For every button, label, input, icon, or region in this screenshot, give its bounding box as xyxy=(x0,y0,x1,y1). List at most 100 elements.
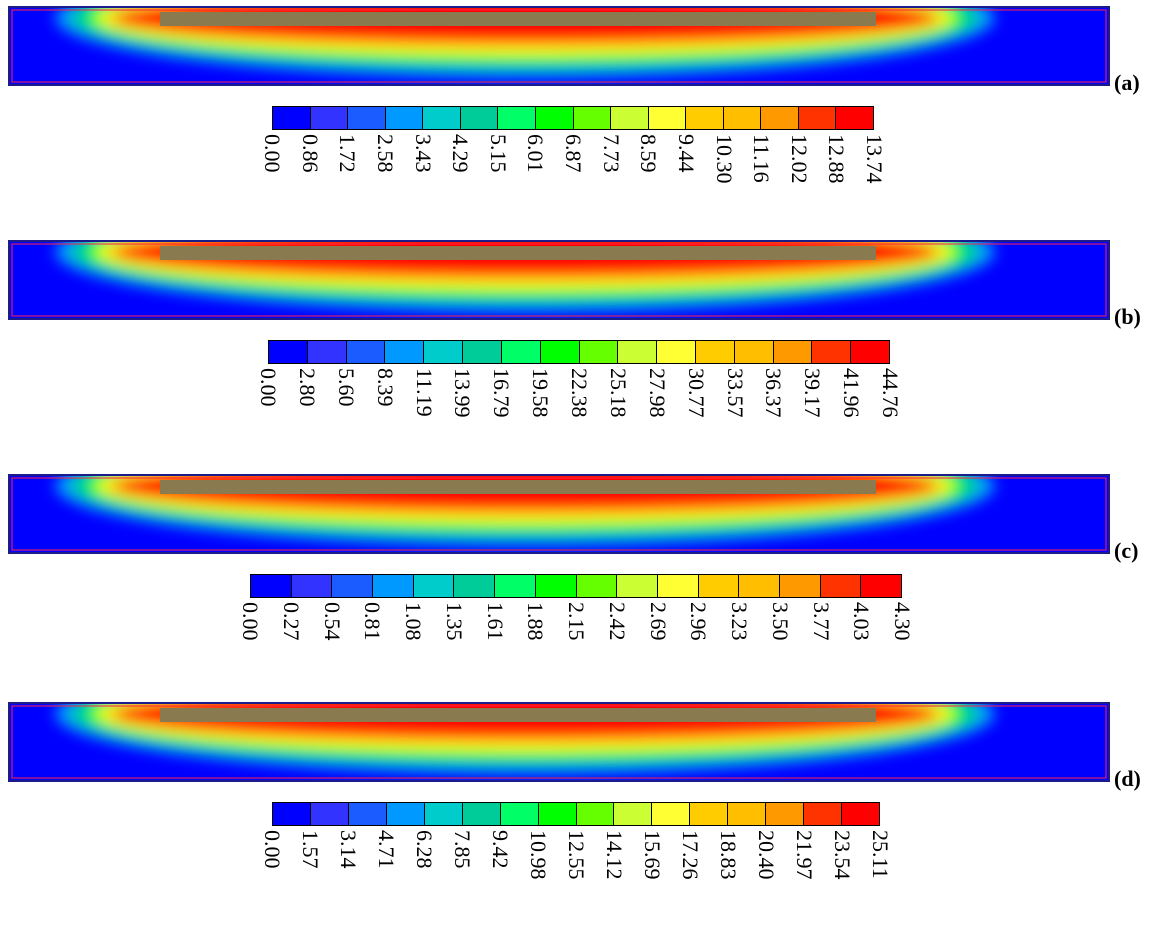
colorbar-segment xyxy=(842,803,879,825)
colorbar-segment xyxy=(698,575,740,597)
colorbar-tick-label: 3.14 xyxy=(336,830,361,869)
panel-label-b: (b) xyxy=(1114,304,1141,329)
colorbar-tick-label: 6.01 xyxy=(523,134,549,173)
colorbar-tick-label: 16.79 xyxy=(489,368,515,418)
colorbar-ticks-a: 0.00 0.86 1.72 2.58 3.43 4.29 5.15 6.01 6.87 7.73… xyxy=(260,134,887,230)
colorbar-tick-label: 3.77 xyxy=(808,602,834,641)
contour-field-c xyxy=(8,474,1110,554)
colorbar-tick-label: 22.38 xyxy=(567,368,592,418)
colorbar-tick-label: 15.69 xyxy=(640,830,665,880)
colorbar-ticks-b: 0.00 2.80 5.60 8.39 11.19 13.99 16.79 19.58 22.3… xyxy=(256,368,903,464)
colorbar-tick-label: 20.40 xyxy=(754,830,779,880)
colorbar-tick-label: 44.76 xyxy=(878,368,903,418)
colorbar-c xyxy=(250,574,902,598)
colorbar-tick-label: 25.18 xyxy=(605,368,631,418)
colorbar-segment xyxy=(251,575,292,597)
colorbar-tick-label: 5.15 xyxy=(485,134,511,173)
boundary-outline xyxy=(11,477,1107,551)
colorbar-tick-label: 4.71 xyxy=(374,830,399,869)
contour-plot-b xyxy=(10,242,1108,318)
colorbar-tick-label: 4.30 xyxy=(890,602,915,641)
colorbar-segment xyxy=(498,107,536,129)
contour-panel-d: (d) 0.00 1.57 3.14 4.71 6.28 7.85 9.42 10.98 12.… xyxy=(0,702,1154,927)
colorbar-tick-label: 12.02 xyxy=(786,134,812,184)
colorbar-segment xyxy=(761,107,799,129)
colorbar-segment xyxy=(373,575,414,597)
colorbar-segment xyxy=(766,803,805,825)
colorbar-segment xyxy=(540,341,580,363)
colorbar-tick-label: 30.77 xyxy=(683,368,709,418)
colorbar-tick-label: 33.57 xyxy=(722,368,748,418)
colorbar-tick-label: 17.26 xyxy=(678,830,703,880)
colorbar-tick-label: 7.73 xyxy=(598,134,624,173)
colorbar-tick-label: 13.74 xyxy=(862,134,887,184)
colorbar-b xyxy=(268,340,890,364)
colorbar-tick-label: 39.17 xyxy=(800,368,826,418)
colorbar-segment xyxy=(657,341,696,363)
colorbar-d xyxy=(272,802,880,826)
colorbar-segment xyxy=(501,341,541,363)
colorbar-tick-label: 1.61 xyxy=(482,602,508,641)
colorbar-segment xyxy=(307,341,347,363)
colorbar-segment xyxy=(723,107,762,129)
colorbar-segment xyxy=(332,575,374,597)
colorbar-segment xyxy=(460,107,499,129)
colorbar-tick-label: 0.00 xyxy=(238,602,263,641)
colorbar-segment xyxy=(413,575,455,597)
colorbar-segment xyxy=(538,803,577,825)
colorbar-segment xyxy=(576,575,618,597)
colorbar-segment xyxy=(423,107,461,129)
colorbar-tick-label: 12.88 xyxy=(824,134,850,184)
colorbar-tick-label: 9.44 xyxy=(673,134,699,173)
colorbar-segment xyxy=(820,575,862,597)
colorbar-segment xyxy=(269,341,308,363)
colorbar-tick-label: 9.42 xyxy=(488,830,513,869)
colorbar-segment xyxy=(657,575,699,597)
colorbar-segment xyxy=(734,341,774,363)
contour-plot-d xyxy=(10,704,1108,780)
colorbar-segment xyxy=(695,341,735,363)
panel-label-c: (c) xyxy=(1114,538,1139,563)
colorbar-tick-label: 23.54 xyxy=(830,830,855,880)
contour-field-a xyxy=(8,6,1110,86)
colorbar-segment xyxy=(310,107,349,129)
colorbar-segment xyxy=(804,803,843,825)
colorbar-tick-label: 11.19 xyxy=(411,368,437,417)
colorbar-segment xyxy=(779,575,821,597)
colorbar-tick-label: 2.96 xyxy=(686,602,712,641)
colorbar-segment xyxy=(798,107,837,129)
colorbar-segment xyxy=(500,803,539,825)
colorbar-tick-label: 1.35 xyxy=(441,602,467,641)
colorbar-tick-label: 8.59 xyxy=(636,134,662,173)
colorbar-tick-label: 8.39 xyxy=(372,368,398,407)
colorbar-segment xyxy=(611,107,649,129)
colorbar-segment xyxy=(310,803,349,825)
colorbar-segment xyxy=(614,803,653,825)
colorbar-segment xyxy=(291,575,333,597)
panel-label-a: (a) xyxy=(1114,70,1140,95)
colorbar-tick-label: 0.00 xyxy=(260,830,285,869)
colorbar-tick-label: 2.15 xyxy=(564,602,589,641)
colorbar-segment xyxy=(576,803,615,825)
boundary-outline xyxy=(11,705,1107,779)
colorbar-segment xyxy=(386,803,425,825)
colorbar-segment xyxy=(273,107,311,129)
boundary-outline xyxy=(11,243,1107,317)
colorbar-tick-label: 0.54 xyxy=(319,602,345,641)
contour-panel-a: (a) 0.00 0.86 1.72 2.58 3.43 4.29 5.15 6.01 6.87… xyxy=(0,6,1154,231)
colorbar-a xyxy=(272,106,874,130)
colorbar-segment xyxy=(424,341,464,363)
colorbar-tick-label: 11.16 xyxy=(749,134,775,183)
colorbar-tick-label: 6.28 xyxy=(412,830,437,869)
colorbar-tick-label: 0.81 xyxy=(360,602,386,641)
colorbar-segment xyxy=(424,803,463,825)
colorbar-segment xyxy=(851,341,889,363)
colorbar-tick-label: 5.60 xyxy=(333,368,359,407)
colorbar-segment xyxy=(495,575,536,597)
colorbar-tick-label: 4.29 xyxy=(448,134,474,173)
contour-plot-a xyxy=(10,8,1108,84)
contour-plot-c xyxy=(10,476,1108,552)
boundary-outline xyxy=(11,9,1107,83)
colorbar-segment xyxy=(812,341,852,363)
colorbar-tick-label: 14.12 xyxy=(602,830,627,880)
